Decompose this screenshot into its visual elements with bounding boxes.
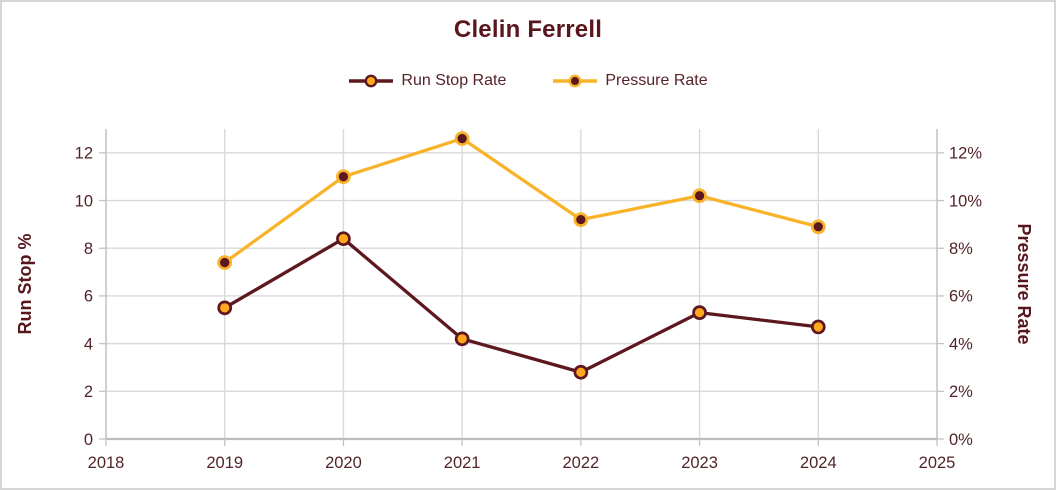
gridlines bbox=[105, 129, 938, 439]
left-axis-title: Run Stop % bbox=[15, 234, 35, 335]
legend-item-run-stop-rate[interactable]: Run Stop Rate bbox=[348, 72, 506, 90]
x-axis-tick-label: 2024 bbox=[800, 454, 837, 472]
right-axis-tick-label: 8% bbox=[949, 240, 973, 258]
series-run-stop-rate bbox=[217, 231, 826, 380]
data-point-marker[interactable] bbox=[336, 169, 351, 185]
left-axis-tick-label: 8 bbox=[84, 240, 93, 258]
right-axis-tick-label: 10% bbox=[949, 192, 982, 210]
data-point-marker[interactable] bbox=[454, 331, 470, 347]
data-point-marker[interactable] bbox=[692, 305, 707, 320]
data-point-marker[interactable] bbox=[573, 212, 589, 227]
legend-label-run-stop-rate: Run Stop Rate bbox=[401, 72, 507, 89]
pressure-rate-legend-line-marker-icon bbox=[553, 74, 598, 88]
data-point-marker[interactable] bbox=[810, 319, 826, 335]
x-axis-tick-label: 2019 bbox=[206, 454, 243, 472]
x-axis-tick-label: 2022 bbox=[562, 454, 599, 472]
data-point-marker[interactable] bbox=[810, 219, 826, 235]
x-axis-tick-label: 2021 bbox=[444, 454, 481, 472]
x-axis-tick-label: 2020 bbox=[325, 454, 362, 472]
right-axis-tick-label: 4% bbox=[949, 335, 973, 353]
right-axis-tick-label: 2% bbox=[949, 383, 973, 401]
data-point-marker[interactable] bbox=[692, 188, 707, 204]
data-point-marker[interactable] bbox=[217, 300, 233, 316]
left-axis-tick-label: 4 bbox=[84, 335, 93, 353]
run-stop-rate-legend-line-marker-icon bbox=[349, 74, 394, 88]
data-point-marker[interactable] bbox=[454, 131, 470, 146]
x-axis-tick-label: 2018 bbox=[88, 454, 125, 472]
right-axis-tick-label: 6% bbox=[949, 288, 973, 306]
right-axis-tick-label: 0% bbox=[949, 431, 973, 449]
x-axis-tick-label: 2025 bbox=[919, 454, 956, 472]
data-point-marker[interactable] bbox=[217, 255, 233, 270]
right-axis-title: Pressure Rate bbox=[1014, 223, 1034, 344]
chart-title: Clelin Ferrell bbox=[453, 16, 603, 43]
data-point-marker[interactable] bbox=[336, 231, 351, 247]
left-axis-tick-label: 12 bbox=[75, 145, 93, 163]
x-axis-tick-label: 2023 bbox=[681, 454, 718, 472]
axis-tick-labels: 0 2 4 6 8 10 12 0% 2% 4% 6% 8% 10% 12% 2018 2019 2020 202… bbox=[75, 145, 983, 472]
axis-lines bbox=[99, 129, 944, 446]
left-axis-tick-label: 2 bbox=[84, 383, 93, 401]
chart-plot-area: 0 2 4 6 8 10 12 0% 2% 4% 6% 8% 10% 12% 2018 2019 2020 202… bbox=[15, 129, 1034, 472]
right-axis-tick-label: 12% bbox=[949, 145, 982, 163]
left-axis-tick-label: 10 bbox=[75, 192, 93, 210]
series-pressure-rate bbox=[217, 131, 826, 270]
left-axis-tick-label: 0 bbox=[84, 431, 93, 449]
legend-label-pressure-rate: Pressure Rate bbox=[605, 72, 708, 89]
legend-item-pressure-rate[interactable]: Pressure Rate bbox=[552, 72, 708, 90]
data-point-marker[interactable] bbox=[573, 364, 589, 380]
left-axis-tick-label: 6 bbox=[84, 288, 93, 306]
legend: Run Stop Rate Pressure Rate bbox=[2, 72, 1054, 90]
